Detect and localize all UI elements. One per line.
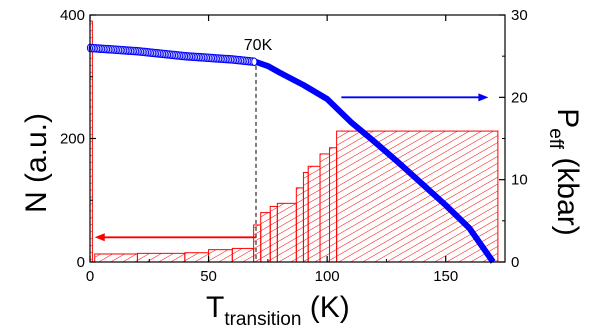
histogram-bar-11 xyxy=(302,171,309,263)
histogram-bar-9 xyxy=(276,202,297,263)
y2-tick-label: 10 xyxy=(511,172,528,189)
arrow-head-right xyxy=(478,93,489,102)
histogram-bar-7 xyxy=(260,212,271,263)
y-tick-label: 200 xyxy=(60,131,85,148)
y-axis-label: N (a.u.) xyxy=(20,113,53,213)
tick-labels: 0 50 100 150 0 200 400 0 10 20 30 xyxy=(60,7,528,285)
histogram-bar-14 xyxy=(329,147,338,263)
x-tick-label: 0 xyxy=(86,268,94,285)
annotation-layer: 70K xyxy=(94,37,489,262)
histogram-bar-13 xyxy=(319,153,331,263)
y2-tick-label: 20 xyxy=(511,89,528,106)
y2-tick-label: 0 xyxy=(511,254,519,271)
tick-marks xyxy=(89,14,505,263)
pressure-curve xyxy=(86,43,496,264)
histogram-bar-12 xyxy=(307,165,321,263)
x-tick-label: 100 xyxy=(315,268,340,285)
pressure-point xyxy=(251,57,258,67)
histogram-bar-10 xyxy=(295,187,304,263)
histogram-bars xyxy=(89,20,499,263)
histogram-bar-8 xyxy=(269,205,278,263)
y-tick-label: 0 xyxy=(77,254,85,271)
x-tick-label: 50 xyxy=(200,268,217,285)
histogram-bar-4 xyxy=(208,249,233,263)
histogram-bar-6 xyxy=(253,224,262,263)
x-tick-label: 150 xyxy=(433,268,458,285)
arrow-head-left xyxy=(94,233,105,242)
histogram-bar-2 xyxy=(136,252,186,263)
y-tick-label: 400 xyxy=(60,7,85,24)
histogram-bar-3 xyxy=(184,252,210,263)
histogram-bar-15 xyxy=(336,130,499,263)
x-axis-label: Ttransition (K) xyxy=(206,291,350,330)
y2-tick-label: 30 xyxy=(511,7,528,24)
histogram-bar-1 xyxy=(94,253,138,263)
histogram-bar-5 xyxy=(231,247,255,263)
y2-axis-label: Peff (kbar) xyxy=(545,108,584,235)
annotation-70k: 70K xyxy=(244,37,273,54)
